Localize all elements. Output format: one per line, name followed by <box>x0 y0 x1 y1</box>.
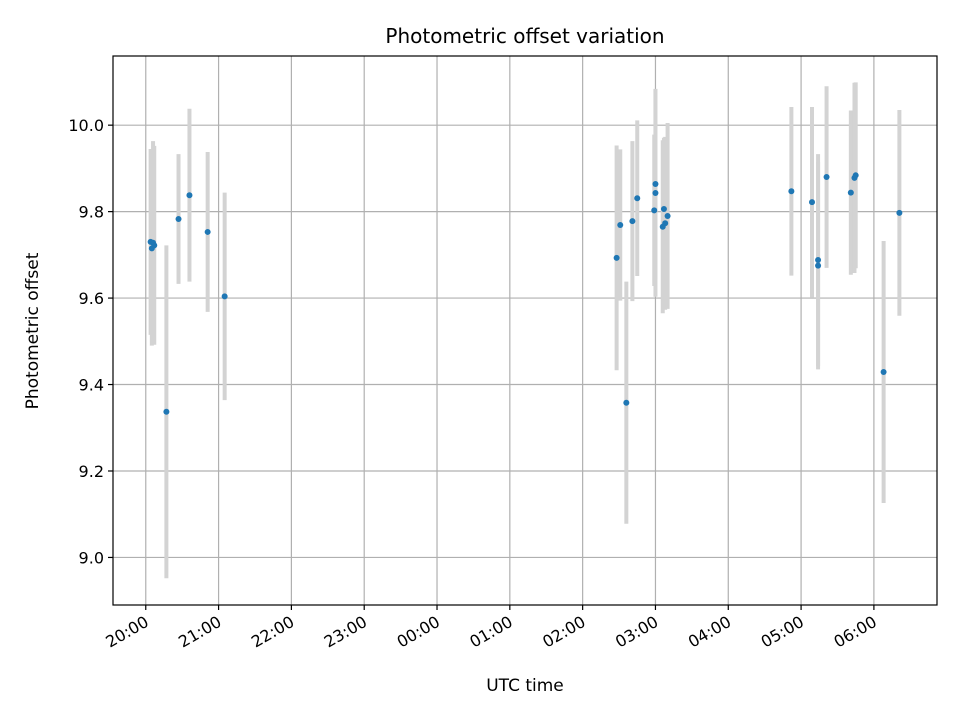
y-axis-ticks: 9.0 9.2 9.4 9.6 9.8 10.0 <box>68 116 113 567</box>
data-points <box>147 172 903 415</box>
data-point <box>623 399 630 406</box>
data-point <box>823 174 830 181</box>
chart-title: Photometric offset variation <box>385 24 664 48</box>
data-point <box>809 199 816 206</box>
data-point <box>815 257 822 264</box>
data-point <box>617 222 624 229</box>
data-point <box>629 218 636 225</box>
data-point <box>652 180 659 187</box>
data-point <box>221 293 228 300</box>
x-axis-label: UTC time <box>486 676 564 696</box>
y-tick-label: 9.0 <box>79 548 104 567</box>
data-point <box>634 195 641 202</box>
data-point <box>880 368 887 375</box>
data-point <box>852 172 859 179</box>
data-point <box>163 408 170 415</box>
grid-lines <box>113 56 937 605</box>
y-tick-label: 10.0 <box>68 116 104 135</box>
data-point <box>847 189 854 196</box>
y-tick-label: 9.2 <box>79 462 104 481</box>
data-point <box>815 262 822 269</box>
data-point <box>175 215 182 222</box>
y-axis-label: Photometric offset <box>23 252 43 409</box>
data-point <box>651 207 658 214</box>
data-point <box>204 228 211 235</box>
y-tick-label: 9.4 <box>79 376 104 395</box>
data-point <box>660 206 667 213</box>
data-point <box>662 220 669 227</box>
data-point <box>151 242 158 249</box>
data-point <box>896 209 903 216</box>
y-tick-label: 9.8 <box>79 203 104 222</box>
data-point <box>664 212 671 219</box>
data-point <box>613 254 620 261</box>
data-point <box>788 188 795 195</box>
plot-frame <box>112 55 938 606</box>
y-tick-label: 9.6 <box>79 289 104 308</box>
data-point <box>186 192 193 199</box>
data-point <box>652 190 659 197</box>
